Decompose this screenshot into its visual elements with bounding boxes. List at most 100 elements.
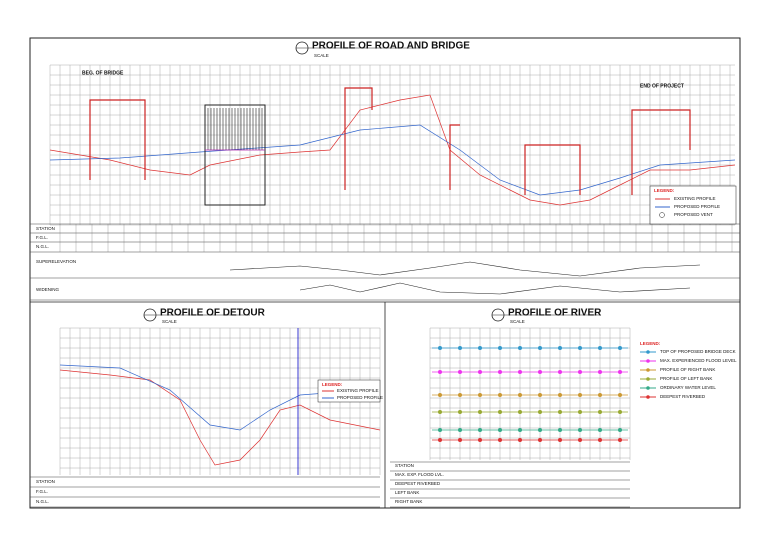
legend-swatch [646, 368, 650, 372]
row-label: F.G.L. [36, 235, 48, 240]
structure-outlines [89, 87, 691, 195]
legend-box [649, 185, 737, 225]
river-marker [478, 410, 482, 414]
row-label: N.G.L. [36, 244, 49, 249]
river-marker [478, 428, 482, 432]
river-marker [458, 370, 462, 374]
river-marker [618, 410, 622, 414]
river-marker [458, 410, 462, 414]
river-marker [538, 428, 542, 432]
river-marker [478, 370, 482, 374]
river-marker [618, 428, 622, 432]
row-label: N.G.L. [36, 499, 49, 504]
river-marker [498, 370, 502, 374]
legend-label: PROFILE OF LEFT BANK [660, 376, 712, 381]
row-label: F.G.L. [36, 489, 48, 494]
legend-swatch [659, 212, 665, 218]
river-marker [438, 346, 442, 350]
river-marker [578, 410, 582, 414]
river-marker [498, 410, 502, 414]
river-marker [558, 393, 562, 397]
legend-label: PROPOSED PROFILE [674, 204, 720, 209]
river-marker [458, 428, 462, 432]
detour-title: PROFILE OF DETOUR [160, 308, 266, 319]
river-marker [518, 393, 522, 397]
row-label: LEFT BANK [395, 490, 419, 495]
river-marker [618, 346, 622, 350]
river-marker [458, 393, 462, 397]
river-title: PROFILE OF RIVER [508, 308, 602, 319]
river-marker [578, 346, 582, 350]
river-marker [518, 438, 522, 442]
legend-swatch [646, 386, 650, 390]
river-marker [578, 438, 582, 442]
legend-box [317, 379, 381, 403]
legend-swatch [646, 350, 650, 354]
river-marker [578, 428, 582, 432]
grids [30, 64, 740, 508]
river-marker [438, 410, 442, 414]
row-label: STATION [395, 463, 414, 468]
legend-label: EXISTING PROFILE [674, 196, 716, 201]
river-marker [598, 370, 602, 374]
proposed-profile [49, 124, 736, 196]
existing-profile [49, 94, 736, 206]
river-marker [558, 428, 562, 432]
legend-title: LEGEND: [640, 341, 661, 346]
river-marker [578, 370, 582, 374]
road-scale: SCALE [314, 53, 329, 58]
note: BEG. OF BRIDGE [82, 70, 124, 76]
legend-label: EXISTING PROFILE [337, 388, 379, 393]
river-marker [558, 410, 562, 414]
river-marker [498, 428, 502, 432]
river-marker [598, 438, 602, 442]
river-marker [438, 393, 442, 397]
legend-label: PROPOSED VENT [674, 212, 713, 217]
river-marker [498, 346, 502, 350]
river-marker [598, 428, 602, 432]
river-marker [518, 346, 522, 350]
legend-label: DEEPEST RIVERBED [660, 394, 706, 399]
legend-label: PROPOSED PROFILE [337, 395, 383, 400]
legend-swatch [646, 359, 650, 363]
road-title: PROFILE OF ROAD AND BRIDGE [312, 41, 470, 52]
legend-label: ORDINARY WATER LEVEL [660, 385, 716, 390]
river-marker [478, 438, 482, 442]
river-marker [518, 428, 522, 432]
row-label: STATION [36, 479, 55, 484]
river-marker [498, 438, 502, 442]
river-marker [558, 346, 562, 350]
river-marker [478, 346, 482, 350]
river-marker [518, 370, 522, 374]
legend-label: MAX. EXPERIENCED FLOOD LEVEL [660, 358, 737, 363]
legend-swatch [646, 395, 650, 399]
widening-line [299, 282, 691, 295]
river-table: STATION MAX. EXP. FLOOD LVL. DEEPEST RIVER… [395, 463, 444, 504]
river-marker [598, 393, 602, 397]
legend-label: TOP OF PROPOSED BRIDGE DECK [660, 349, 736, 354]
river-marker [578, 393, 582, 397]
legend-swatch [646, 377, 650, 381]
river-legend: TOP OF PROPOSED BRIDGE DECK MAX. EXPERIEN… [640, 349, 737, 399]
row-label: MAX. EXP. FLOOD LVL. [395, 472, 444, 477]
note: END OF PROJECT [640, 83, 684, 89]
river-marker [498, 393, 502, 397]
river-marker [618, 393, 622, 397]
legend-title: LEGEND: [322, 382, 343, 387]
row-label: RIGHT BANK [395, 499, 422, 504]
row-label: WIDENING [36, 287, 59, 292]
legend-label: PROFILE OF RIGHT BANK [660, 367, 715, 372]
superelevation-line [229, 261, 701, 277]
river-scale: SCALE [510, 319, 525, 324]
river-marker [438, 428, 442, 432]
river-marker [538, 438, 542, 442]
river-marker [438, 438, 442, 442]
row-label: SUPERELEVATION [36, 259, 76, 264]
river-marker [518, 410, 522, 414]
river-marker [438, 370, 442, 374]
river-marker [538, 370, 542, 374]
river-marker [618, 438, 622, 442]
detour-scale: SCALE [162, 319, 177, 324]
river-marker [458, 346, 462, 350]
